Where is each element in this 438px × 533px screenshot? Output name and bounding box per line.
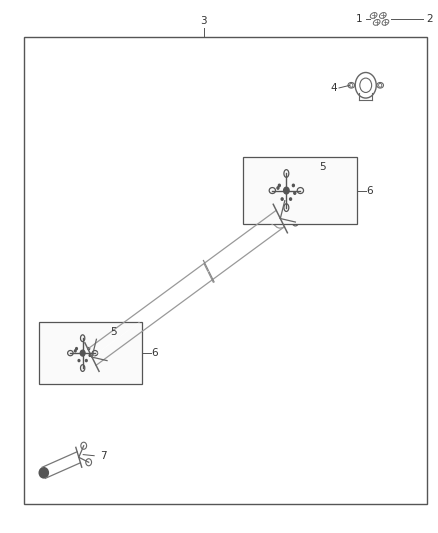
Circle shape: [89, 354, 91, 357]
Bar: [39, 322, 142, 384]
Circle shape: [85, 360, 87, 361]
Circle shape: [294, 192, 296, 195]
Ellipse shape: [39, 467, 49, 479]
Bar: [243, 157, 357, 224]
Circle shape: [88, 348, 90, 350]
Circle shape: [76, 348, 78, 350]
Text: 5: 5: [110, 327, 117, 337]
Text: 5: 5: [319, 162, 326, 172]
Circle shape: [290, 198, 292, 200]
Circle shape: [279, 184, 280, 187]
Circle shape: [277, 187, 279, 189]
Text: 4: 4: [330, 83, 337, 93]
Circle shape: [281, 198, 283, 200]
Text: 1: 1: [356, 14, 363, 23]
Circle shape: [74, 350, 76, 352]
Text: 7: 7: [99, 451, 106, 461]
Bar: [24, 37, 427, 504]
Circle shape: [283, 187, 289, 194]
Circle shape: [293, 184, 294, 187]
Circle shape: [80, 350, 85, 356]
Circle shape: [78, 360, 80, 361]
Text: 2: 2: [426, 14, 433, 23]
Text: 6: 6: [366, 185, 373, 196]
Text: 6: 6: [151, 348, 158, 358]
Text: 3: 3: [200, 17, 207, 26]
